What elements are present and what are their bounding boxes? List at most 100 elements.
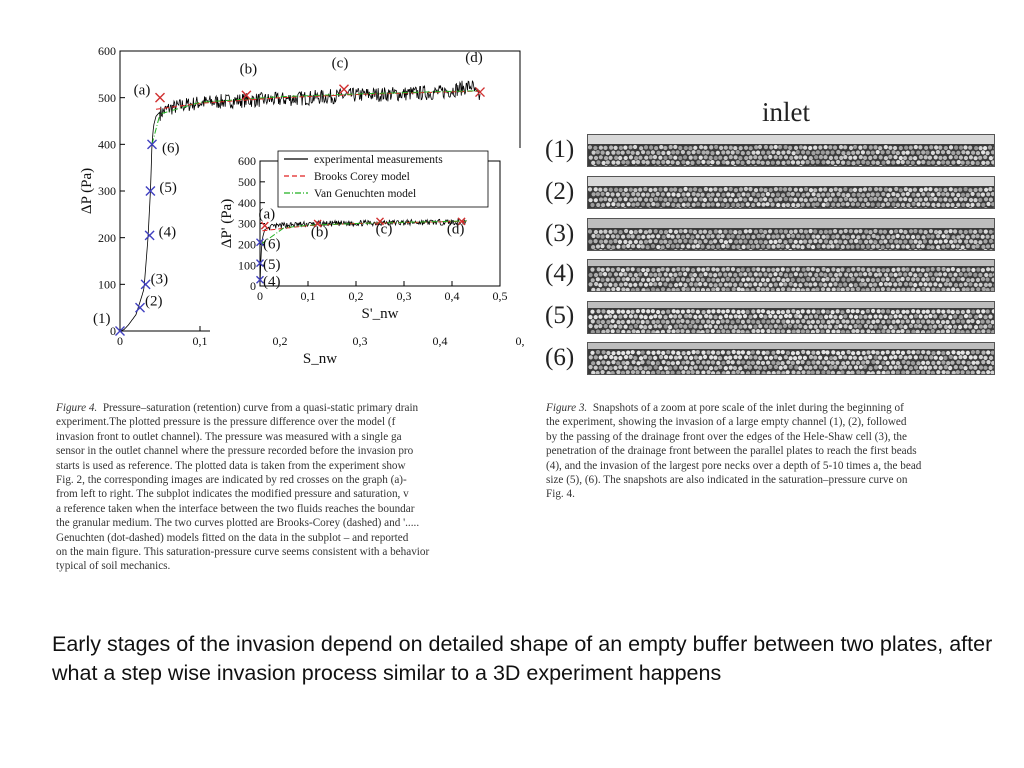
main-image-point [155,92,165,103]
caption-line: sensor in the outlet channel where the p… [56,445,414,458]
inset-y-axis-label: ΔP' (Pa) [219,199,235,248]
legend-label: Brooks Corey model [314,171,410,183]
main-snapshot-point-label: (5) [159,180,177,196]
main-y-tick-label: 100 [98,278,116,292]
legend-label: Van Genuchten model [314,188,416,200]
inset-x-tick-label: 0,4 [445,289,460,303]
inset-x-tick-label: 0,5 [493,289,508,303]
caption-line: by the passing of the drainage front ove… [546,430,907,443]
inlet-title: inlet [762,97,810,127]
figure-3-caption: Figure 3. Snapshots of a zoom at pore sc… [546,401,998,502]
caption-line: from left to right. The subplot indicate… [56,488,409,501]
snapshot-image [587,301,995,334]
main-image-point-label: (a) [134,83,151,99]
snapshot-image [587,259,995,292]
main-snapshot-point-label: (2) [145,294,163,310]
main-snapshot-point-label: (6) [162,140,180,156]
main-y-tick-label: 400 [98,138,116,152]
bead-texture [588,177,994,208]
inset-x-tick-label: 0 [257,289,263,303]
inset-y-tick-label: 400 [238,196,256,210]
inset-x-tick-label: 0,2 [349,289,364,303]
main-snapshot-point [135,302,145,313]
inset-image-point [376,217,384,226]
main-snapshot-point [145,186,156,196]
caption-figure-label: Figure 4. [56,402,98,414]
snapshot-label: (2) [545,178,575,205]
main-image-point [339,84,349,95]
slide-summary-text: Early stages of the invasion depend on d… [52,632,993,685]
caption-line: typical of soil mechanics. [56,560,171,573]
legend-label: experimental measurements [314,154,443,166]
bead-texture [588,135,994,166]
main-snapshot-point-label: (4) [159,224,177,240]
snapshot-image [587,134,995,167]
inset-x-tick-label: 0,3 [397,289,412,303]
caption-line: penetration of the drainage front betwee… [546,445,917,458]
inset-image-point-label: (d) [447,221,465,237]
main-series-experimental [119,80,481,332]
inset-y-tick-label: 300 [238,217,256,231]
inset-snapshot-point [256,275,264,284]
caption-line: the experiment, showing the invasion of … [546,416,907,429]
main-snapshot-point [147,139,157,150]
inset-y-tick-label: 100 [238,258,256,272]
inset-y-tick-label: 600 [238,154,256,168]
main-snapshot-point-label: (1) [93,311,111,327]
pressure-saturation-chart: 0 0,1 0,2 0,3 0,4 0, 0 100 200 300 400 500 600 S_nw ΔP… [79,44,530,367]
main-x-tick-label: 0,3 [353,334,368,348]
main-y-tick-label: 500 [98,91,116,105]
caption-line: Figure 3. Snapshots of a zoom at pore sc… [546,402,904,414]
caption-line: (4), and the invasion of the largest por… [546,459,922,472]
caption-line: starts is used as reference. The plotted… [56,459,406,472]
inlet-snapshots-figure: inlet (1) (2) (3) (4) (5) (6) [540,95,1000,385]
figure-4-caption: Figure 4. Pressure–saturation (retention… [56,401,546,574]
snapshot-label: (4) [545,260,575,287]
bead-texture [588,219,994,250]
caption-line: on the main figure. This saturation-pres… [56,546,430,559]
main-x-tick-label: 0,1 [193,334,208,348]
main-x-tick-label: 0, [516,334,525,348]
caption-line: Fig. 2, the corresponding images are ind… [56,474,407,487]
snapshot-label: (3) [545,220,575,247]
inset-x-axis-label: S'_nw [362,306,399,322]
inset-image-point [313,219,322,228]
caption-line: Genuchten (dot-dashed) models fitted on … [56,531,409,544]
inset-snapshot-point [256,259,264,268]
main-snapshot-point [115,326,125,336]
snapshot-image [587,218,995,251]
inset-image-point-label: (a) [258,207,275,223]
legend-box [277,150,489,208]
main-y-axis-label: ΔP (Pa) [79,168,95,214]
inset-snapshot-point-label: (6) [263,236,281,252]
main-x-axis-label: S_nw [303,351,337,367]
inset-snapshot-point-label: (4) [263,274,281,290]
main-image-point-label: (d) [465,50,483,66]
main-y-tick-label: 0 [110,324,116,338]
caption-line: a reference taken when the interface bet… [56,502,415,515]
inset-y-tick-label: 200 [238,238,256,252]
main-image-point [241,90,252,101]
main-snapshot-point [140,279,151,290]
inset-image-point-label: (b) [311,225,329,241]
inset-snapshot-point [256,238,264,247]
bead-texture [588,343,994,374]
inset-series-van-genuchten [260,220,467,245]
caption-line: the granular medium. The two curves plot… [56,517,420,530]
caption-figure-label: Figure 3. [546,402,588,414]
bead-texture [588,260,994,291]
caption-line: experiment.The plotted pressure is the p… [56,416,396,429]
main-snapshot-point [144,230,155,241]
main-x-tick-label: 0,2 [273,334,288,348]
main-y-tick-label: 200 [98,231,116,245]
main-y-tick-label: 300 [98,184,116,198]
main-image-point-label: (b) [240,61,258,77]
caption-line: size (5), (6). The snapshots are also in… [546,474,908,487]
inset-image-point-label: (c) [376,221,393,237]
inset-y-tick-label: 0 [250,279,256,293]
snapshot-label: (5) [545,302,575,329]
main-y-tick-label: 600 [98,44,116,58]
main-image-point [475,87,485,98]
caption-line: invasion front to outlet channel). The p… [56,430,402,443]
main-x-tick-label: 0 [117,334,123,348]
